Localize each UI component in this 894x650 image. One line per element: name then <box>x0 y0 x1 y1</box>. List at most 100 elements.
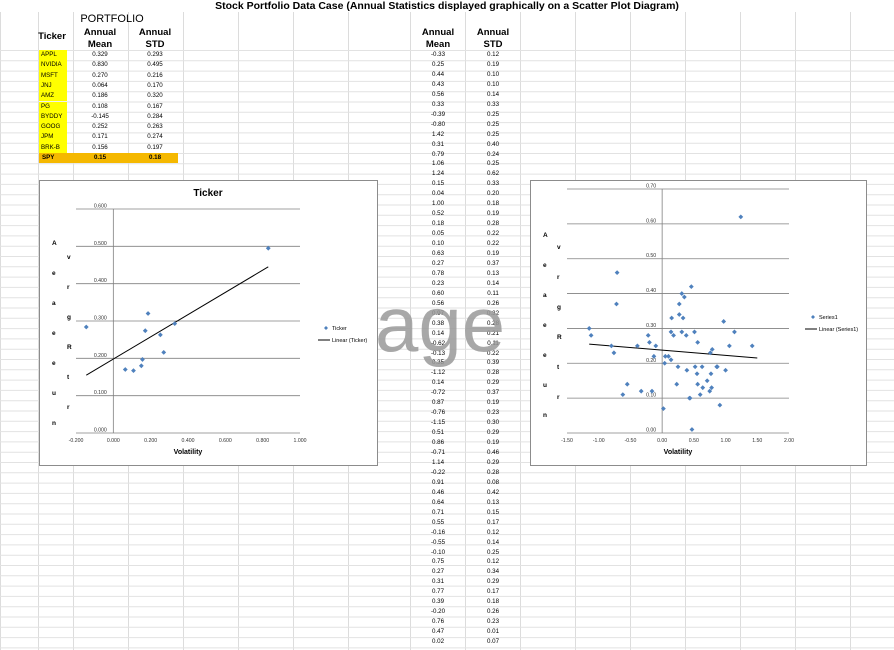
rand-mean-cell: -0.71 <box>430 449 446 456</box>
mean-cell: 0.156 <box>92 143 108 151</box>
data-point <box>614 301 619 307</box>
ticker-chart[interactable]: 0.000 0.100 0.200 0.300 0.400 0.500 0.600 -0.20… <box>39 180 378 466</box>
rand-mean-cell: 1.00 <box>431 200 445 208</box>
data-point <box>679 291 685 296</box>
legend-marker <box>811 315 815 319</box>
rand-mean-cell: 0.76 <box>431 618 445 626</box>
x-tick-label: 0.400 <box>182 438 195 444</box>
rand-std-cell: 0.33 <box>486 180 500 188</box>
data-point <box>83 324 89 330</box>
rand-std-cell: 0.23 <box>486 618 500 626</box>
data-point <box>586 326 592 331</box>
rand-mean-cell: -0.22 <box>430 468 446 476</box>
std-col-header-2: STD <box>145 39 165 50</box>
data-point <box>649 388 655 394</box>
rand-std-cell: 0.34 <box>486 568 500 576</box>
rand-std-cell: 0.18 <box>486 598 500 606</box>
x-tick-label: 0.800 <box>256 438 269 444</box>
data-point <box>749 343 755 349</box>
rand-mean-cell: 0.44 <box>431 70 445 78</box>
data-point <box>738 214 744 220</box>
mean-cell: 0.252 <box>92 123 108 131</box>
rand-mean-cell: 1.42 <box>431 130 445 138</box>
ticker-cell: JPM <box>39 132 67 143</box>
rand-std-cell: 0.37 <box>486 259 500 267</box>
rand-std-cell: 0.24 <box>486 150 500 158</box>
data-point <box>620 392 626 398</box>
mean-cell: 0.186 <box>92 92 108 100</box>
rand-mean-cell: 0.25 <box>431 60 445 68</box>
data-point <box>662 353 668 359</box>
rand-mean-cell: 0.91 <box>431 478 445 486</box>
rand-std-cell: 0.39 <box>486 359 500 367</box>
y-tick-label: 0.00 <box>646 428 656 434</box>
data-point <box>668 329 674 335</box>
page-title: Stock Portfolio Data Case (Annual Statis… <box>215 0 679 12</box>
rand-std-cell: 0.22 <box>486 240 500 248</box>
x-axis-label: Volatility <box>664 449 693 456</box>
rand-mean-cell: 0.18 <box>431 220 445 228</box>
rand-std-cell: 0.20 <box>486 190 500 198</box>
data-point <box>709 385 715 391</box>
y-tick-label: 0.500 <box>94 241 107 247</box>
data-point <box>695 339 701 345</box>
rand-std-cell: 0.19 <box>486 250 500 257</box>
y-tick-label: 0.60 <box>646 218 656 224</box>
rand-mean-cell: 0.56 <box>431 90 445 98</box>
trendline <box>86 266 269 376</box>
std-cell: 0.320 <box>147 92 163 100</box>
rand-mean-cell: 0.75 <box>431 558 445 566</box>
rand-mean-cell: 0.97 <box>431 309 445 317</box>
rand-std-cell: 0.13 <box>486 498 500 506</box>
data-point <box>695 381 701 387</box>
data-point <box>697 392 703 398</box>
rand-std-cell: 0.13 <box>486 269 500 277</box>
x-tick-label: 0.00 <box>657 438 667 444</box>
rand-mean-cell: 0.78 <box>431 269 445 277</box>
rand-mean-cell: -0.62 <box>430 339 446 347</box>
rand-std-cell: 0.10 <box>486 80 500 88</box>
rand-mean-cell: 0.05 <box>431 230 445 238</box>
rand-std-cell: 0.14 <box>486 90 500 98</box>
rand-std-cell: 0.23 <box>486 409 500 417</box>
data-point <box>145 311 151 316</box>
rand-std-cell: 0.25 <box>486 548 500 556</box>
mean-cell: 0.329 <box>92 51 108 58</box>
rand-mean-cell: -0.13 <box>430 349 446 357</box>
rand-std-cell: 0.17 <box>486 588 500 596</box>
data-point <box>680 315 686 321</box>
rand-std-cell: 0.29 <box>486 578 500 586</box>
rand-mean-cell: 0.14 <box>431 379 445 387</box>
rand-mean-cell: 0.27 <box>431 259 445 267</box>
rand-mean-cell: -0.76 <box>430 409 446 417</box>
rand-mean-cell: -0.16 <box>430 528 446 536</box>
data-point <box>138 363 144 369</box>
data-point <box>692 329 697 335</box>
rand-mean-cell: -0.80 <box>430 120 446 128</box>
x-tick-label: -0.50 <box>625 438 637 444</box>
ticker-col-header: Ticker <box>38 31 66 42</box>
rand-std-cell: 0.15 <box>486 508 500 516</box>
rand-std-cell: 0.17 <box>486 518 500 526</box>
x-tick-label: 0.200 <box>144 438 157 444</box>
rand-std-cell: 0.28 <box>486 220 500 228</box>
rand-std-cell: 0.28 <box>486 468 500 476</box>
rand-mean-cell: -1.15 <box>430 419 446 427</box>
rand-mean-cell: 0.31 <box>431 578 445 586</box>
y-tick-label: 0.000 <box>94 428 107 434</box>
watermark-text: age <box>375 280 506 368</box>
rand-std-cell: 0.18 <box>486 200 500 208</box>
ticker-cell: BRK-B <box>39 142 67 153</box>
rand-std-cell: 0.22 <box>486 230 500 238</box>
series1-chart[interactable]: 0.00 0.10 0.20 0.30 0.40 0.50 0.60 0.70 -1.50 -1.… <box>530 180 867 466</box>
rand-mean-cell: 0.14 <box>431 329 445 337</box>
spy-ticker-cell: SPY <box>42 154 55 161</box>
std-cell: 0.293 <box>147 51 163 58</box>
std-cell: 0.170 <box>147 81 163 89</box>
data-point <box>666 353 671 359</box>
rand-std-cell: 0.25 <box>486 160 500 168</box>
data-point <box>588 333 594 338</box>
x-tick-label: 0.000 <box>107 438 120 444</box>
rand-std-cell: 0.30 <box>486 419 500 427</box>
rand-mean-cell: -0.72 <box>430 389 446 397</box>
